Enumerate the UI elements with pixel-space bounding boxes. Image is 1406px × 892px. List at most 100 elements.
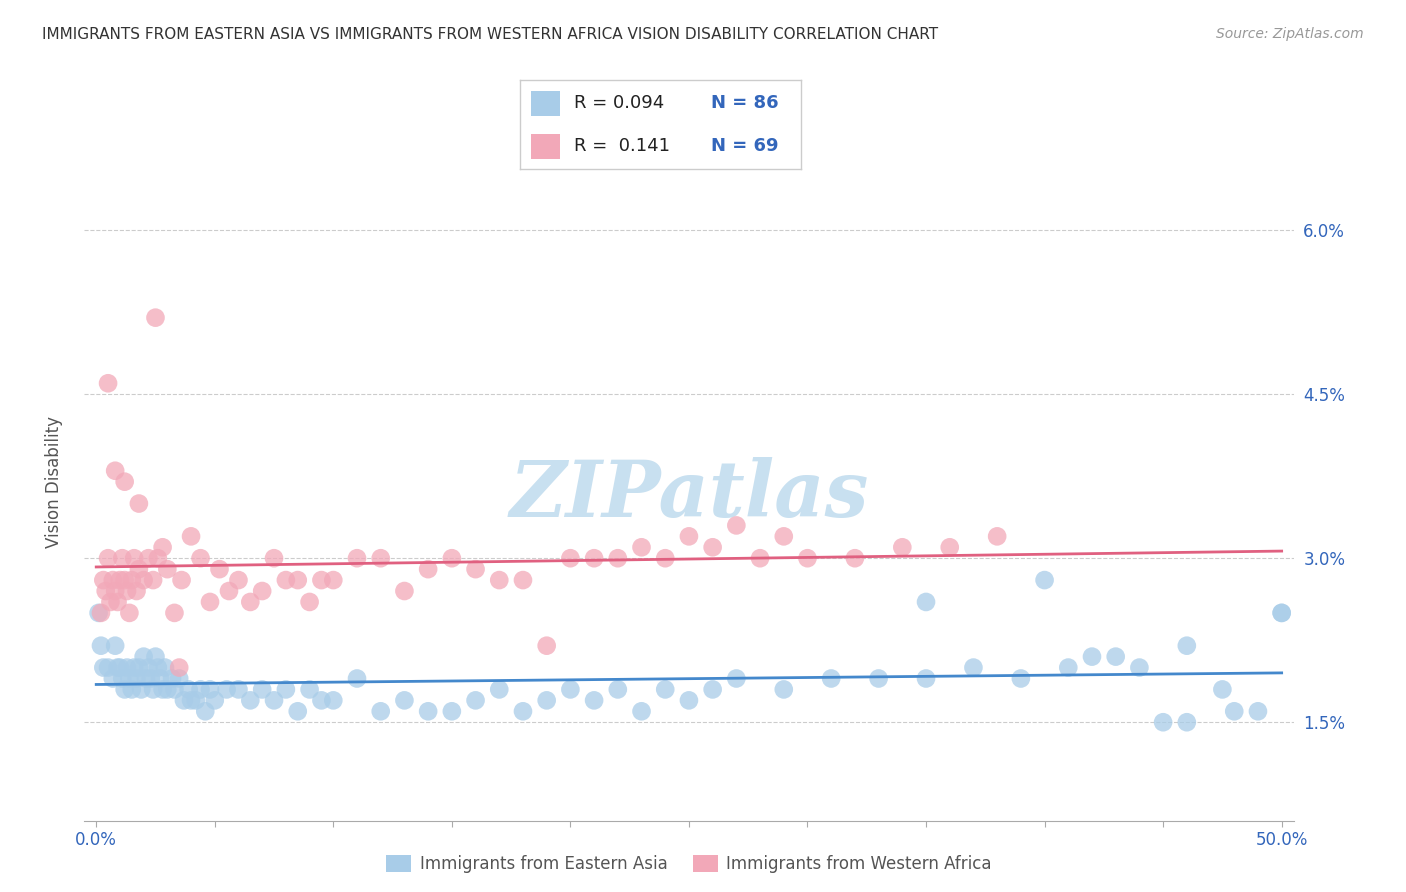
Point xyxy=(239,595,262,609)
Point xyxy=(156,682,179,697)
Point xyxy=(274,682,297,697)
Legend: Immigrants from Eastern Asia, Immigrants from Western Africa: Immigrants from Eastern Asia, Immigrants… xyxy=(380,848,998,880)
Point xyxy=(228,682,250,697)
Point xyxy=(1175,715,1198,730)
Point xyxy=(488,682,510,697)
Bar xyxy=(531,134,560,159)
Point xyxy=(114,573,136,587)
Point xyxy=(464,562,486,576)
Point xyxy=(1010,672,1032,686)
Point xyxy=(152,682,174,697)
Point xyxy=(1247,704,1270,718)
Point xyxy=(1033,573,1056,587)
Point xyxy=(152,541,174,555)
Text: IMMIGRANTS FROM EASTERN ASIA VS IMMIGRANTS FROM WESTERN AFRICA VISION DISABILITY: IMMIGRANTS FROM EASTERN ASIA VS IMMIGRAN… xyxy=(42,27,938,42)
Point xyxy=(128,497,150,511)
Point xyxy=(606,551,628,566)
Point xyxy=(891,541,914,555)
Point xyxy=(1152,715,1174,730)
Point xyxy=(228,573,250,587)
Point xyxy=(394,693,416,707)
Point xyxy=(654,682,676,697)
Point xyxy=(101,573,124,587)
Point xyxy=(149,672,172,686)
Point xyxy=(394,584,416,599)
Text: Source: ZipAtlas.com: Source: ZipAtlas.com xyxy=(1216,27,1364,41)
Point xyxy=(132,649,155,664)
Point xyxy=(128,660,150,674)
Point xyxy=(512,573,534,587)
Point xyxy=(311,573,333,587)
Point xyxy=(702,541,724,555)
Point xyxy=(772,682,794,697)
Point xyxy=(146,660,169,674)
Point xyxy=(170,573,193,587)
Point xyxy=(115,660,138,674)
Point xyxy=(108,573,131,587)
Point xyxy=(772,529,794,543)
Point xyxy=(167,660,190,674)
Point xyxy=(101,672,124,686)
Bar xyxy=(531,91,560,116)
Point xyxy=(173,693,195,707)
Point xyxy=(180,693,202,707)
Point xyxy=(125,672,148,686)
Point xyxy=(311,693,333,707)
Point xyxy=(512,704,534,718)
Text: ZIPatlas: ZIPatlas xyxy=(509,457,869,533)
Point xyxy=(132,573,155,587)
Point xyxy=(114,682,136,697)
Point xyxy=(129,682,152,697)
Point xyxy=(108,660,131,674)
Point xyxy=(749,551,772,566)
Text: R =  0.141: R = 0.141 xyxy=(574,137,669,155)
Text: R = 0.094: R = 0.094 xyxy=(574,95,664,112)
Point xyxy=(606,682,628,697)
Point xyxy=(418,704,440,718)
Point xyxy=(250,682,273,697)
Point xyxy=(97,551,120,566)
Point xyxy=(274,573,297,587)
Point xyxy=(820,672,842,686)
Point xyxy=(1081,649,1104,664)
Point xyxy=(128,562,150,576)
Point xyxy=(208,562,231,576)
Point xyxy=(630,704,652,718)
Point xyxy=(1057,660,1080,674)
Point xyxy=(418,562,440,576)
Point xyxy=(184,693,207,707)
Point xyxy=(322,573,344,587)
Point xyxy=(90,639,112,653)
Point xyxy=(118,606,141,620)
Point xyxy=(440,704,463,718)
Point xyxy=(97,660,120,674)
Point xyxy=(868,672,890,686)
Point xyxy=(142,573,165,587)
Point xyxy=(488,573,510,587)
Point xyxy=(91,660,114,674)
Point xyxy=(118,672,141,686)
Point xyxy=(138,660,160,674)
Point xyxy=(122,660,145,674)
Point xyxy=(115,584,138,599)
Point xyxy=(370,704,392,718)
Point xyxy=(583,551,606,566)
Point xyxy=(138,551,160,566)
Point xyxy=(90,606,112,620)
Point xyxy=(111,551,134,566)
Point xyxy=(104,464,127,478)
Point xyxy=(346,672,368,686)
Point xyxy=(122,551,145,566)
Point xyxy=(87,606,110,620)
Point xyxy=(107,595,129,609)
Point xyxy=(1128,660,1150,674)
Point xyxy=(536,693,558,707)
Point xyxy=(204,693,226,707)
Point xyxy=(1271,606,1294,620)
Point xyxy=(125,584,148,599)
Point xyxy=(678,529,700,543)
Point xyxy=(844,551,866,566)
Point xyxy=(287,573,309,587)
Point xyxy=(583,693,606,707)
Point xyxy=(239,693,262,707)
